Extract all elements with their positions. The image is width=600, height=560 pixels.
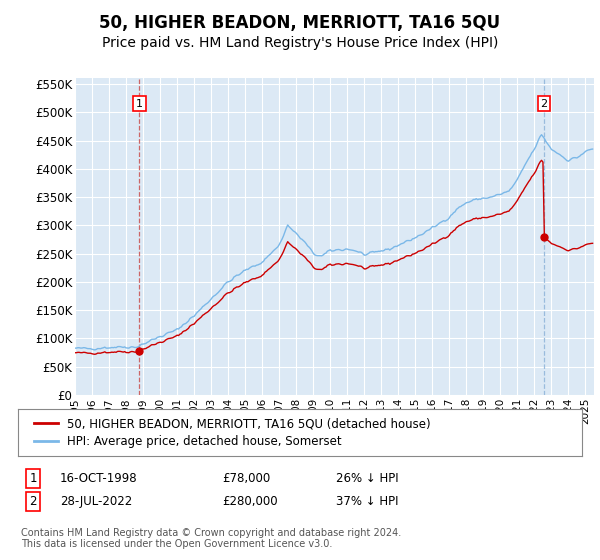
- Text: 28-JUL-2022: 28-JUL-2022: [60, 494, 132, 508]
- Text: 1: 1: [136, 99, 143, 109]
- Text: Contains HM Land Registry data © Crown copyright and database right 2024.
This d: Contains HM Land Registry data © Crown c…: [21, 528, 401, 549]
- Text: 1: 1: [29, 472, 37, 486]
- Text: Price paid vs. HM Land Registry's House Price Index (HPI): Price paid vs. HM Land Registry's House …: [102, 36, 498, 50]
- Legend: 50, HIGHER BEADON, MERRIOTT, TA16 5QU (detached house), HPI: Average price, deta: 50, HIGHER BEADON, MERRIOTT, TA16 5QU (d…: [29, 413, 436, 452]
- Text: 50, HIGHER BEADON, MERRIOTT, TA16 5QU: 50, HIGHER BEADON, MERRIOTT, TA16 5QU: [100, 14, 500, 32]
- Text: 2: 2: [29, 494, 37, 508]
- Text: 16-OCT-1998: 16-OCT-1998: [60, 472, 137, 486]
- Text: 2: 2: [541, 99, 548, 109]
- Text: £280,000: £280,000: [222, 494, 278, 508]
- Text: 26% ↓ HPI: 26% ↓ HPI: [336, 472, 398, 486]
- Text: 37% ↓ HPI: 37% ↓ HPI: [336, 494, 398, 508]
- Text: £78,000: £78,000: [222, 472, 270, 486]
